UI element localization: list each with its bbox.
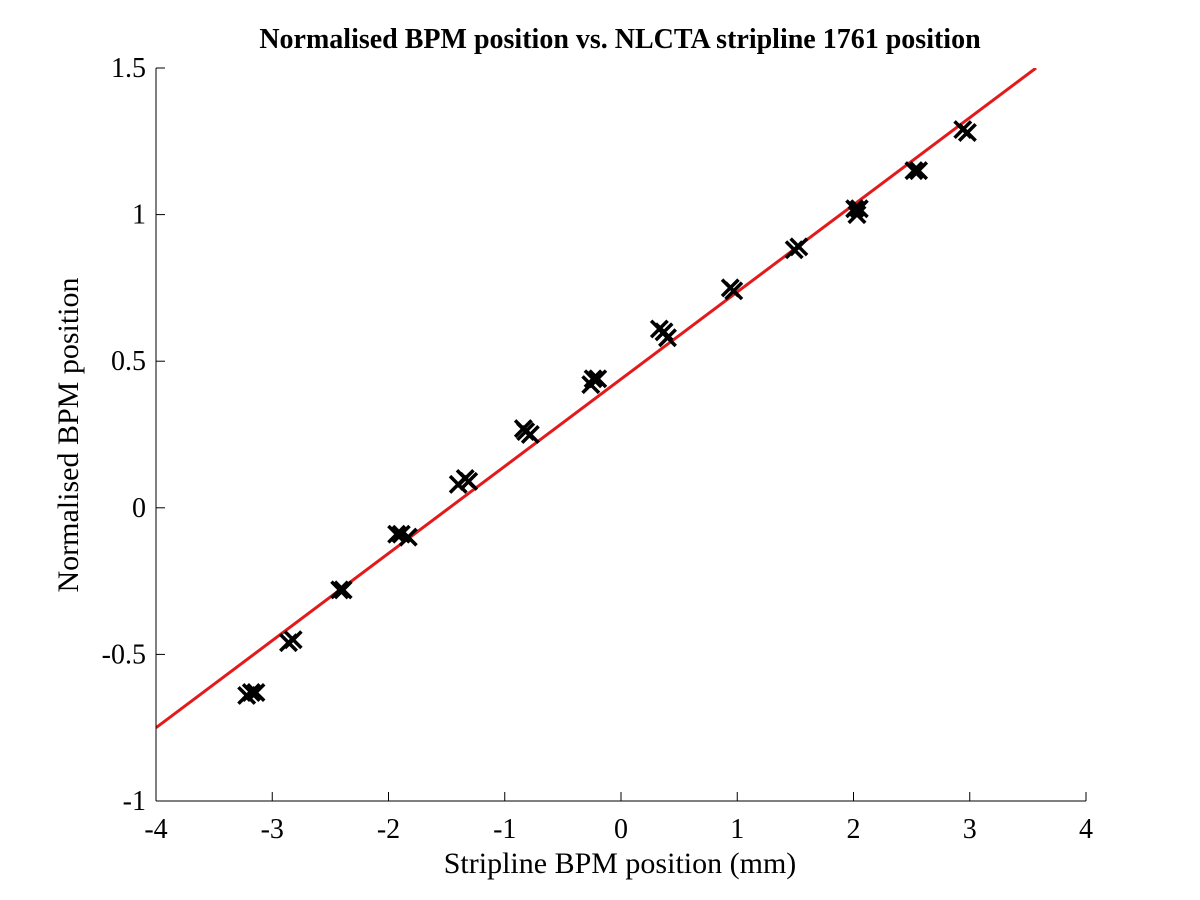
data-point [241, 683, 261, 702]
y-tick-label: 1.5 [111, 53, 146, 84]
y-tick-label: -1 [123, 786, 146, 817]
x-axis-label: Stripline BPM position (mm) [444, 847, 797, 880]
data-point [658, 328, 677, 348]
y-axis-label: Normalised BPM position [52, 277, 85, 592]
x-tick-label: -4 [144, 814, 167, 845]
y-axis-ticks: -1 -0.5 0 0.5 1 1.5 [102, 53, 165, 817]
data-point [333, 580, 353, 600]
data-point [909, 161, 929, 181]
x-tick-label: 1 [730, 814, 744, 845]
x-tick-label: -3 [261, 814, 284, 845]
data-point [246, 683, 266, 702]
data-point [724, 281, 744, 301]
data-point [583, 369, 603, 389]
plot-area [156, 68, 1037, 729]
data-point [588, 369, 608, 389]
data-point [459, 471, 479, 491]
x-tick-label: 0 [614, 814, 628, 845]
data-point [520, 425, 540, 444]
x-tick-label: -1 [493, 814, 516, 845]
x-tick-label: 4 [1079, 814, 1093, 845]
y-tick-label: 0 [132, 493, 146, 524]
x-axis-ticks: -4 -3 -2 -1 0 1 2 3 4 [144, 792, 1093, 845]
x-tick-label: -2 [377, 814, 400, 845]
data-point [398, 527, 418, 547]
chart-title: Normalised BPM position vs. NLCTA stripl… [259, 24, 981, 55]
data-point [789, 237, 809, 257]
x-tick-label: 2 [847, 814, 861, 845]
axes [155, 68, 1086, 802]
y-tick-label: 0.5 [111, 346, 146, 377]
data-point [849, 199, 869, 219]
data-point [330, 580, 350, 600]
data-point [283, 630, 303, 650]
y-tick-label: -0.5 [102, 639, 146, 670]
data-point [957, 123, 977, 142]
x-tick-label: 3 [963, 814, 977, 845]
fit-line [156, 68, 1037, 729]
y-tick-label: 1 [132, 200, 146, 231]
data-point [904, 161, 924, 181]
